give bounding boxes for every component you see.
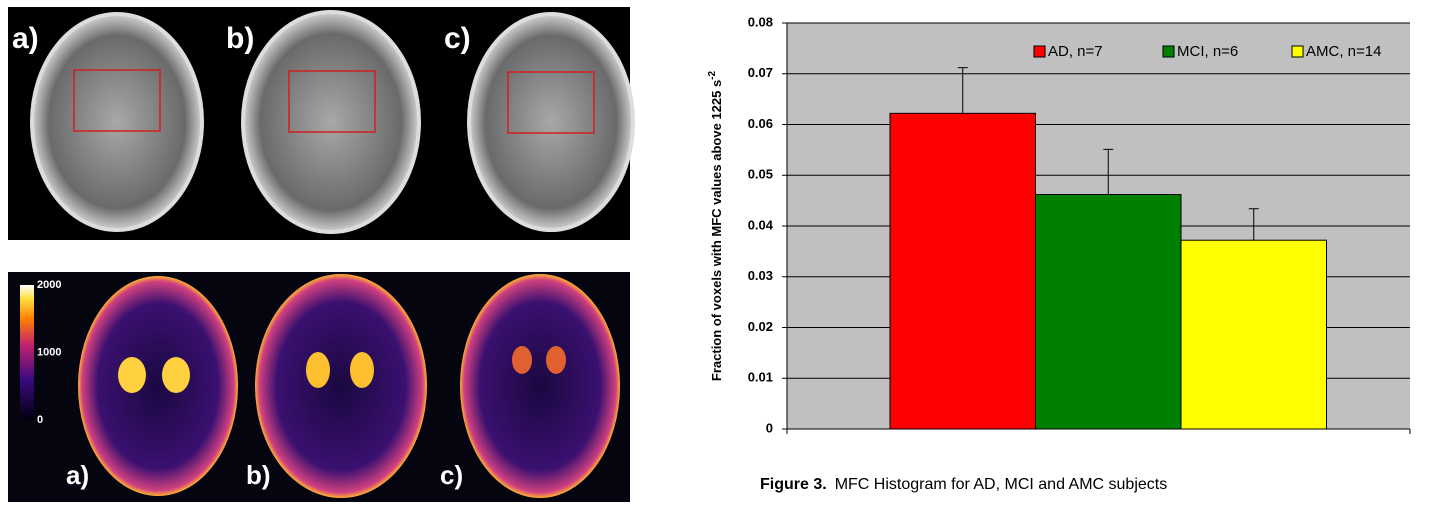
chart: 0 0.01 0.02 0.03 0.04 0.05 0.06 0.07 0.08 AD, n=7… [748, 14, 1410, 435]
panel-label: c) [444, 22, 471, 55]
caption: Figure 3. MFC Histogram for AD, MCI and A… [760, 476, 1167, 493]
y-tick-label: 0.04 [748, 217, 774, 232]
y-tick-label: 0.02 [748, 319, 773, 334]
y-tick-label: 0.03 [748, 268, 773, 283]
y-tick-label: 0 [766, 420, 773, 435]
y-tick-label: 0.08 [748, 14, 773, 29]
y-tick-label: 0.06 [748, 116, 773, 131]
legend-label: AMC, n=14 [1306, 43, 1381, 60]
legend-swatch [1292, 46, 1303, 57]
mri-panel [8, 7, 633, 240]
caption-text: MFC Histogram for AD, MCI and AMC subjec… [835, 476, 1168, 493]
y-axis-label-text: Fraction of voxels with MFC values above… [709, 80, 724, 381]
panel-label: a) [12, 22, 39, 55]
bar [1181, 240, 1327, 429]
legend-swatch [1034, 46, 1045, 57]
y-axis-label-superscript: -2 [707, 70, 718, 79]
legend-label: MCI, n=6 [1177, 43, 1238, 60]
panel-label: a) [66, 460, 89, 490]
colorbar [20, 285, 34, 420]
panel-label: c) [440, 460, 463, 490]
panel-label: b) [226, 22, 254, 55]
legend-swatch [1163, 46, 1174, 57]
y-tick-label: 0.01 [748, 370, 773, 385]
bar [1036, 195, 1182, 429]
y-tick-label: 0.07 [748, 65, 773, 80]
panel-label: b) [246, 460, 271, 490]
y-axis-label: Fraction of voxels with MFC values above… [707, 70, 725, 381]
bar [890, 113, 1036, 429]
caption-label: Figure 3. [760, 476, 827, 493]
mfc-panel [8, 272, 630, 502]
colorbar-tick-label: 2000 [37, 279, 61, 291]
colorbar-tick-label: 0 [37, 414, 43, 426]
colorbar-tick-label: 1000 [37, 346, 61, 358]
figure: 0 0.01 0.02 0.03 0.04 0.05 0.06 0.07 0.08 AD, n=7… [0, 0, 1437, 508]
y-tick-label: 0.05 [748, 167, 773, 182]
legend-label: AD, n=7 [1048, 43, 1103, 60]
